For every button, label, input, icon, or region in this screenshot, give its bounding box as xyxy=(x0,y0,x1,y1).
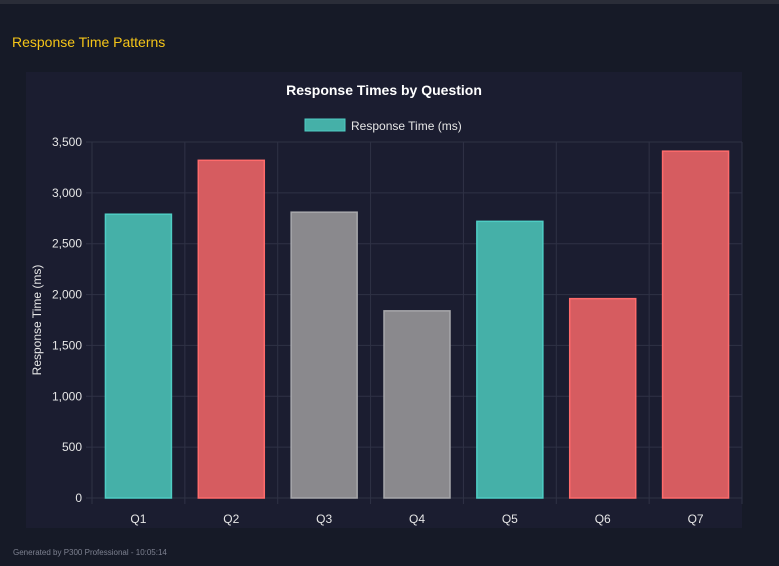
x-tick-label: Q4 xyxy=(409,512,425,526)
bar-q3[interactable] xyxy=(290,211,358,499)
y-tick-label: 500 xyxy=(62,440,82,454)
top-bar xyxy=(0,0,779,4)
x-tick-label: Q2 xyxy=(223,512,239,526)
bar-q1[interactable] xyxy=(104,213,173,499)
footer-text: Generated by P300 Professional - 10:05:1… xyxy=(13,548,167,557)
bar-q5[interactable] xyxy=(476,220,544,499)
bar-q6[interactable] xyxy=(568,297,637,499)
x-tick-label: Q1 xyxy=(130,512,146,526)
y-tick-label: 1,500 xyxy=(52,338,82,352)
y-tick-label: 2,000 xyxy=(52,288,82,302)
x-tick-label: Q5 xyxy=(502,512,518,526)
chart-title: Response Times by Question xyxy=(286,82,482,98)
bar-q4[interactable] xyxy=(383,310,451,499)
x-tick-label: Q6 xyxy=(595,512,611,526)
bar-q7[interactable] xyxy=(661,150,730,499)
bar-q2[interactable] xyxy=(197,159,266,499)
x-tick-label: Q3 xyxy=(316,512,332,526)
legend-label: Response Time (ms) xyxy=(351,119,462,133)
y-axis-label: Response Time (ms) xyxy=(30,265,44,376)
y-tick-label: 1,000 xyxy=(52,389,82,403)
y-tick-label: 3,000 xyxy=(52,186,82,200)
y-tick-label: 3,500 xyxy=(52,135,82,149)
section-title: Response Time Patterns xyxy=(12,34,166,50)
x-tick-label: Q7 xyxy=(688,512,704,526)
y-tick-label: 2,500 xyxy=(52,237,82,251)
legend-swatch[interactable] xyxy=(304,118,346,132)
y-tick-label: 0 xyxy=(75,491,82,505)
